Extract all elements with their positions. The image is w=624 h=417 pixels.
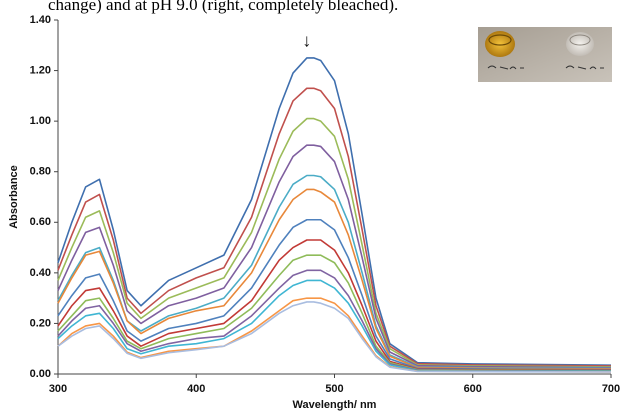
handwriting [565, 65, 604, 70]
spectrum-line [57, 301, 612, 373]
spectrum-line [57, 87, 612, 367]
x-tick-label: 300 [49, 383, 67, 395]
x-tick-label: 600 [464, 383, 482, 395]
caption: change) and at pH 9.0 (right, completely… [48, 0, 398, 14]
spectrum-line [57, 218, 612, 371]
y-tick-label: 0.60 [30, 216, 51, 228]
clear-vial [566, 32, 594, 56]
y-tick-label: 1.40 [30, 14, 51, 26]
handwriting [487, 65, 524, 70]
x-axis-title: Wavelength/ nm [293, 399, 377, 411]
y-axis-title: Absorbance [8, 165, 20, 229]
spectrum-line [57, 57, 612, 366]
x-tick-label: 500 [325, 383, 343, 395]
spectrum-line [57, 188, 612, 370]
spectrum-line [57, 174, 612, 370]
y-tick-label: 0.80 [30, 166, 51, 178]
y-tick-label: 1.20 [30, 64, 51, 76]
x-tick-label: 700 [602, 383, 620, 395]
inset-photo [478, 27, 612, 82]
amber-vial [485, 31, 515, 57]
spectrum-line [57, 239, 612, 372]
y-tick-label: 0.40 [30, 267, 51, 279]
y-tick-label: 0.20 [30, 317, 51, 329]
plot-area: 0.00 0.20 0.40 0.60 0.80 1.00 1.20 1.40 300 400 50… [8, 14, 620, 411]
y-tick-label: 0.00 [30, 368, 51, 380]
spectrum-line [57, 269, 612, 373]
y-tick-label: 1.00 [30, 115, 51, 127]
spectrum-line [57, 254, 612, 372]
annotation-arrow: ↓ [302, 31, 311, 51]
spectrum-line [57, 144, 612, 369]
vial-rim [569, 34, 591, 46]
x-tick-label: 400 [187, 383, 205, 395]
spectrum-line [57, 279, 612, 373]
vial-rim [488, 34, 512, 46]
spectrum-line [57, 117, 612, 368]
